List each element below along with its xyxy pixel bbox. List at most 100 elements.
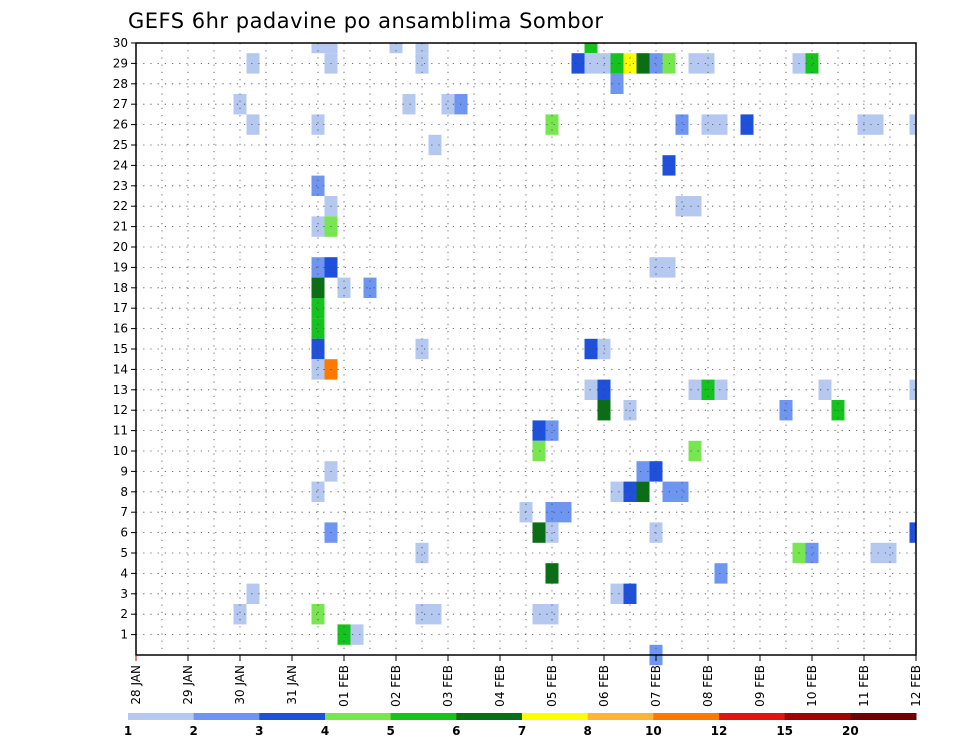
y-tick-label: 23 <box>113 179 128 193</box>
heatmap-cell <box>389 43 403 54</box>
x-tick-label: 08 FEB <box>701 665 715 707</box>
heatmap-cell <box>675 196 689 217</box>
heatmap-cell <box>675 114 689 135</box>
heatmap-cell <box>428 604 442 625</box>
legend-swatch <box>325 713 392 720</box>
heatmap-cell <box>441 94 455 115</box>
y-tick-label: 13 <box>113 383 128 397</box>
y-tick-label: 2 <box>120 607 128 621</box>
legend-swatch <box>784 713 851 720</box>
heatmap-cell <box>909 522 916 543</box>
heatmap-cell <box>675 481 689 502</box>
heatmap-cell <box>311 318 325 339</box>
y-tick-label: 1 <box>120 628 128 642</box>
x-tick-label: 31 JAN <box>285 665 299 705</box>
chart-title: GEFS 6hr padavine po ansamblima Sombor <box>128 9 604 33</box>
x-tick-label: 06 FEB <box>597 665 611 707</box>
heatmap-cell <box>311 175 325 196</box>
y-tick-label: 7 <box>120 505 128 519</box>
heatmap-cell <box>870 114 884 135</box>
y-tick-label: 8 <box>120 485 128 499</box>
legend-label: 7 <box>518 724 526 738</box>
heatmap-cell <box>415 604 429 625</box>
x-tick-label: 29 JAN <box>181 665 195 705</box>
grid-lines <box>135 42 917 655</box>
heatmap-cell <box>636 53 650 74</box>
heatmap-cell <box>688 440 702 462</box>
heatmap-cell <box>558 502 572 523</box>
x-tick-label: 03 FEB <box>441 665 455 707</box>
x-tick-label: 12 FEB <box>909 665 923 707</box>
heatmap-cell <box>714 563 728 584</box>
legend-label: 1 <box>124 724 132 738</box>
y-tick-label: 30 <box>113 36 128 50</box>
heatmap-cell <box>311 114 325 135</box>
heatmap-cell <box>337 624 351 645</box>
heatmap-cell <box>545 604 559 625</box>
y-tick-label: 20 <box>113 240 128 254</box>
heatmap-cell <box>584 43 598 54</box>
heatmap-cell <box>909 114 916 135</box>
heatmap-cell <box>805 542 819 564</box>
heatmap-cell <box>584 338 598 360</box>
y-tick-label: 4 <box>120 566 128 580</box>
heatmap-cell <box>623 481 637 502</box>
x-tick-label: 30 JAN <box>233 665 247 705</box>
x-tick-label: 07 FEB <box>649 665 663 707</box>
heatmap-cell <box>311 338 325 360</box>
heatmap-cell <box>415 338 429 360</box>
y-tick-label: 24 <box>113 158 128 172</box>
heatmap-cell <box>649 257 663 278</box>
heatmap-cell <box>805 53 819 74</box>
y-tick-label: 12 <box>113 403 128 417</box>
y-tick-label: 15 <box>113 342 128 356</box>
x-tick-label: 28 JAN <box>129 665 143 705</box>
legend-swatch <box>522 713 589 720</box>
heatmap-cell <box>545 420 559 441</box>
heatmap-cell <box>311 604 325 625</box>
legend-swatch <box>719 713 786 720</box>
y-tick-label: 27 <box>113 97 128 111</box>
heatmap-cell <box>909 379 916 400</box>
x-tick-label: 11 FEB <box>857 665 871 707</box>
y-tick-label: 9 <box>120 464 128 478</box>
x-tick-label: 04 FEB <box>493 665 507 707</box>
y-tick-label: 3 <box>120 587 128 601</box>
legend-label: 3 <box>255 724 263 738</box>
legend-label: 12 <box>711 724 728 738</box>
heatmap-cell <box>714 379 728 400</box>
heatmap-cell <box>350 624 364 645</box>
heatmap-cell <box>870 542 884 564</box>
x-tick-label: 09 FEB <box>753 665 767 707</box>
heatmap-cell <box>415 53 429 74</box>
y-tick-label: 16 <box>113 322 128 336</box>
heatmap-cell <box>532 604 546 625</box>
legend-label: 15 <box>776 724 793 738</box>
heatmap-cell <box>623 583 637 604</box>
legend-label: 5 <box>386 724 394 738</box>
legend-swatch <box>259 713 326 720</box>
y-tick-label: 6 <box>120 526 128 540</box>
y-tick-label: 17 <box>113 301 128 315</box>
heatmap-cell <box>246 583 260 604</box>
heatmap-cell <box>818 379 832 400</box>
heatmap-cell <box>415 43 429 54</box>
heatmap-cell <box>688 53 702 74</box>
y-tick-label: 22 <box>113 199 128 213</box>
heatmap-cell <box>610 53 624 74</box>
legend-label: 4 <box>321 724 329 738</box>
y-tick-label: 14 <box>113 362 128 376</box>
y-tick-label: 21 <box>113 220 128 234</box>
heatmap-cell <box>649 461 663 482</box>
color-legend: 1 2 3 4 5 6 7 8 10 12 15 20 <box>124 713 917 738</box>
heatmap-cell <box>701 53 715 74</box>
legend-swatch <box>653 713 720 720</box>
heatmap-cell <box>311 359 325 380</box>
heatmap-cell <box>532 522 546 543</box>
heatmap-cell <box>883 542 897 564</box>
heatmap-cell <box>545 114 559 135</box>
x-tick-label: 01 FEB <box>337 665 351 707</box>
heatmap-cell <box>701 114 715 135</box>
heatmap-cell <box>246 53 260 74</box>
